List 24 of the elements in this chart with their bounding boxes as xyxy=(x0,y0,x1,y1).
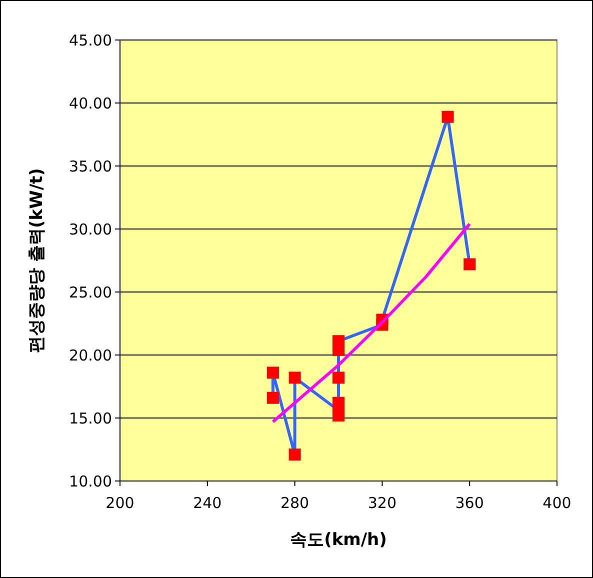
x-axis-title: 속도(km/h) xyxy=(290,530,387,550)
x-tick-label: 320 xyxy=(368,494,397,512)
point xyxy=(464,258,476,270)
y-axis-title: 편성중량당 출력(kW/t) xyxy=(27,168,47,353)
y-tick-label: 45.00 xyxy=(69,31,112,50)
point xyxy=(288,448,301,461)
x-tick-label: 280 xyxy=(280,494,310,512)
x-tick-label: 240 xyxy=(193,494,222,512)
y-tick-label: 40.00 xyxy=(69,94,112,112)
x-tick-label: 200 xyxy=(106,494,134,512)
point xyxy=(288,372,301,384)
y-tick-label: 30.00 xyxy=(69,220,112,238)
point xyxy=(442,110,454,123)
y-tick-label: 10.00 xyxy=(69,472,112,490)
y-tick-label: 15.00 xyxy=(69,409,112,428)
y-tick-label: 20.00 xyxy=(69,346,112,364)
x-tick-label: 400 xyxy=(542,494,572,512)
x-tick-label: 360 xyxy=(455,494,484,512)
line-series xyxy=(271,222,472,424)
point xyxy=(332,372,344,384)
y-tick-label: 25.00 xyxy=(69,283,112,302)
point xyxy=(266,366,279,379)
y-tick-label: 35.00 xyxy=(69,157,112,176)
point xyxy=(266,392,279,404)
